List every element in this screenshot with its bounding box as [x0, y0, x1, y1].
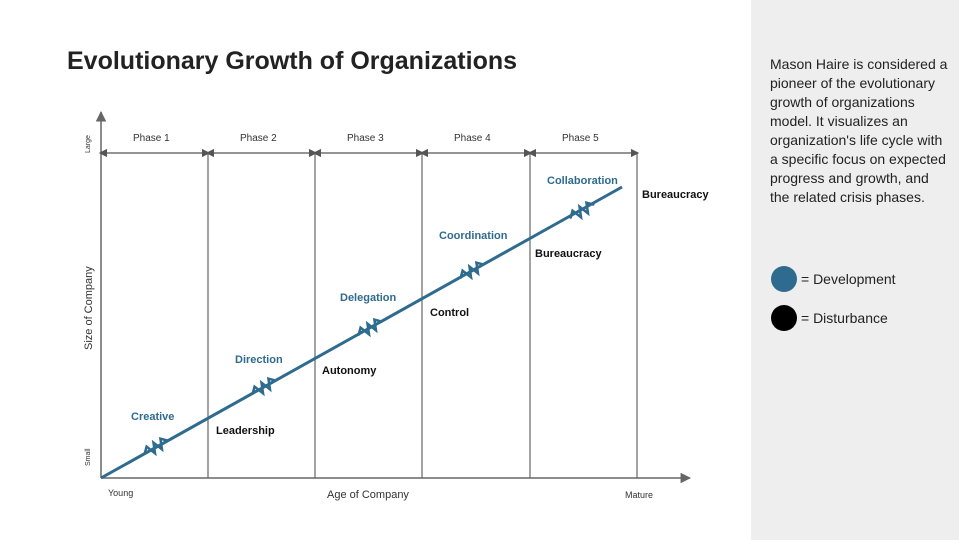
phase-label-2: Phase 2: [240, 133, 277, 144]
legend-disturbance: = Disturbance: [771, 305, 888, 331]
growth-line: [100, 185, 623, 480]
growth-diagram: Large Size of Company Small Young Age of…: [83, 110, 710, 501]
development-label-direction: Direction: [235, 354, 283, 366]
crisis-squiggle-2: [251, 376, 277, 397]
phase-label-3: Phase 3: [347, 133, 384, 144]
crisis-squiggle-4: [459, 260, 485, 281]
y-axis-top-label: Large: [85, 135, 92, 153]
x-axis-label: Age of Company: [327, 489, 409, 501]
disturbance-label-bureaucracy-2: Bureaucracy: [642, 189, 710, 201]
y-axis-label: Size of Company: [83, 266, 95, 350]
development-label-creative: Creative: [131, 411, 174, 423]
disturbance-label-control: Control: [430, 307, 469, 319]
legend-development-label: = Development: [801, 271, 896, 287]
crisis-squiggle-5: [569, 200, 595, 221]
phase-label-1: Phase 1: [133, 133, 170, 144]
phase-dividers: [207, 153, 638, 478]
crisis-squiggle-1: [143, 436, 169, 457]
x-axis-left-label: Young: [108, 488, 133, 498]
phase-label-5: Phase 5: [562, 133, 599, 144]
description-text: Mason Haire is considered a pioneer of t…: [770, 56, 948, 205]
disturbance-label-bureaucracy-1: Bureaucracy: [535, 248, 603, 260]
legend-development: = Development: [771, 266, 896, 292]
disturbance-label-autonomy: Autonomy: [322, 365, 377, 377]
development-label-collaboration: Collaboration: [547, 175, 618, 187]
development-label-delegation: Delegation: [340, 292, 397, 304]
crisis-markers: [143, 200, 595, 457]
y-axis-bottom-label: Small: [85, 448, 92, 466]
page-title: Evolutionary Growth of Organizations: [67, 47, 518, 75]
legend-disturbance-label: = Disturbance: [801, 310, 888, 326]
disturbance-dot-icon: [771, 305, 797, 331]
phase-label-4: Phase 4: [454, 133, 491, 144]
development-label-coordination: Coordination: [439, 230, 508, 242]
x-axis-right-label: Mature: [625, 490, 653, 500]
crisis-squiggle-3: [357, 317, 383, 338]
development-dot-icon: [771, 266, 797, 292]
disturbance-label-leadership: Leadership: [216, 425, 275, 437]
